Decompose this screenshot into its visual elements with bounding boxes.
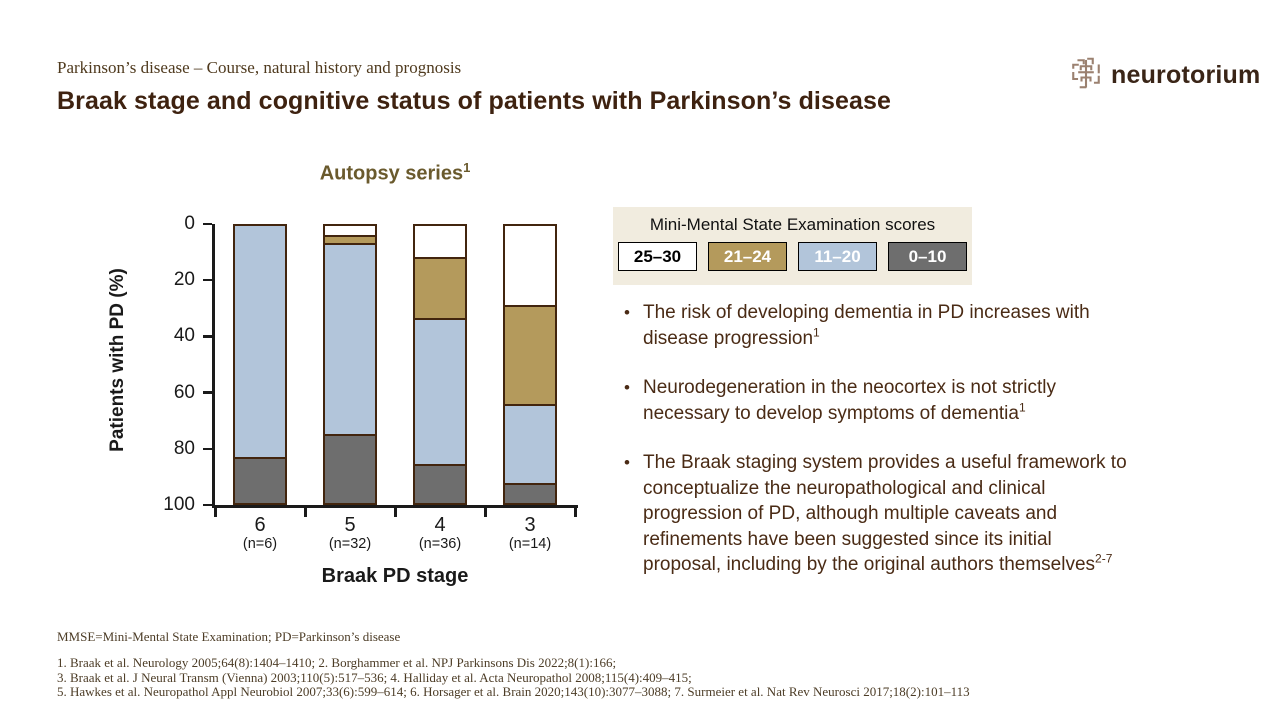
category-n-count: (n=32) — [328, 536, 372, 552]
category-label: 5 (n=32) — [305, 514, 395, 553]
legend-title: Mini-Mental State Examination scores — [649, 215, 936, 234]
y-axis-tick — [203, 503, 212, 507]
bar-segment — [415, 464, 465, 503]
x-axis-tick — [393, 508, 397, 517]
bar-segment — [505, 305, 555, 405]
bar-segment — [325, 234, 375, 244]
y-axis-line — [212, 224, 215, 508]
plot-area: Braak PD stage 0 20 40 60 80 100 6 (n=6) 5 (n=32)… — [163, 213, 578, 587]
y-axis-tick-label: 20 — [173, 269, 195, 291]
reference-line: 3. Braak et al. J Neural Transm (Vienna)… — [57, 669, 692, 685]
reference-line: 5. Hawkes et al. Neuropathol Appl Neurob… — [57, 684, 970, 699]
bar-segment — [325, 243, 375, 434]
chart-title-superscript: 1 — [463, 160, 471, 175]
category-stage: 3 — [524, 514, 536, 536]
y-axis-tick — [203, 391, 212, 394]
y-axis-tick — [203, 335, 212, 338]
y-axis-tick-label: 40 — [173, 325, 195, 347]
category-stage: 6 — [254, 514, 266, 536]
stacked-bar — [233, 224, 287, 505]
footer-abbreviations: MMSE=Mini-Mental State Examination; PD=P… — [57, 629, 401, 644]
y-axis-tick — [203, 447, 212, 451]
bullet-item: The risk of developing dementia in PD in… — [622, 300, 1127, 351]
bullet-list: The risk of developing dementia in PD in… — [622, 300, 1127, 602]
bullet-text: Neurodegeneration in the neocortex is no… — [643, 377, 1056, 424]
x-axis-tick — [573, 508, 577, 517]
category-label: 3 (n=14) — [485, 514, 575, 553]
bar-segment — [415, 256, 465, 319]
category-label: 6 (n=6) — [215, 514, 305, 553]
bar-segment — [235, 226, 285, 457]
bullet-item: The Braak staging system provides a usef… — [622, 450, 1127, 578]
references: 1. Braak et al. Neurology 2005;64(8):140… — [57, 655, 970, 700]
category-stage: 4 — [434, 514, 446, 536]
y-axis-tick-label: 0 — [184, 213, 195, 234]
category-n-count: (n=36) — [418, 536, 462, 552]
y-axis-title: Patients with PD (%) — [107, 268, 128, 452]
reference-line: 1. Braak et al. Neurology 2005;64(8):140… — [57, 655, 617, 670]
legend-panel: Mini-Mental State Examination scores 25–… — [613, 207, 972, 285]
category-stage: 5 — [344, 514, 356, 536]
x-axis-tick — [483, 508, 487, 517]
bullet-superscript: 1 — [813, 325, 820, 340]
bar-segment — [235, 456, 285, 503]
neurotorium-brain-icon — [1068, 55, 1104, 96]
bullet-text: The Braak staging system provides a usef… — [643, 452, 1127, 575]
y-axis-tick — [203, 278, 212, 282]
x-axis-tick — [213, 508, 217, 517]
bar-segment — [325, 226, 375, 235]
neurotorium-logo: neurotorium — [1068, 55, 1260, 96]
bar-segment — [505, 404, 555, 484]
bullet-item: Neurodegeneration in the neocortex is no… — [622, 375, 1127, 426]
category-label: 4 (n=36) — [395, 514, 485, 553]
y-axis-tick-label: 100 — [163, 494, 195, 515]
bullet-superscript: 1 — [1018, 400, 1026, 415]
bar-segment — [505, 483, 555, 503]
y-axis-tick-label: 60 — [173, 381, 195, 403]
y-axis-tick-label: 80 — [173, 437, 195, 459]
bar-segment — [325, 433, 375, 503]
page-title: Braak stage and cognitive status of pati… — [57, 87, 891, 115]
neurotorium-logo-text: neurotorium — [1111, 61, 1261, 89]
bullet-superscript: 2-7 — [1095, 551, 1113, 566]
legend-swatch: 11–20 — [798, 242, 877, 271]
bar-segment — [505, 226, 555, 306]
x-axis-tick — [303, 508, 307, 517]
bar-segment — [415, 318, 465, 465]
chart-title: Autopsy series1 — [319, 160, 471, 185]
stacked-bar — [323, 224, 377, 505]
legend-swatch: 25–30 — [618, 242, 697, 271]
x-axis-line — [212, 505, 578, 508]
category-n-count: (n=14) — [508, 536, 552, 552]
stacked-bar — [413, 224, 467, 505]
y-axis-tick — [203, 222, 212, 226]
slide-kicker: Parkinson’s disease – Course, natural hi… — [57, 58, 462, 77]
legend-swatch: 21–24 — [708, 242, 787, 271]
stacked-bar — [503, 224, 557, 505]
bar-segment — [415, 226, 465, 257]
legend-swatch: 0–10 — [888, 242, 967, 271]
legend-swatches: 25–30 21–24 11–20 0–10 — [613, 242, 972, 271]
bullet-text: The risk of developing dementia in PD in… — [643, 302, 1090, 349]
category-n-count: (n=6) — [242, 536, 278, 552]
x-axis-title: Braak PD stage — [321, 565, 469, 587]
